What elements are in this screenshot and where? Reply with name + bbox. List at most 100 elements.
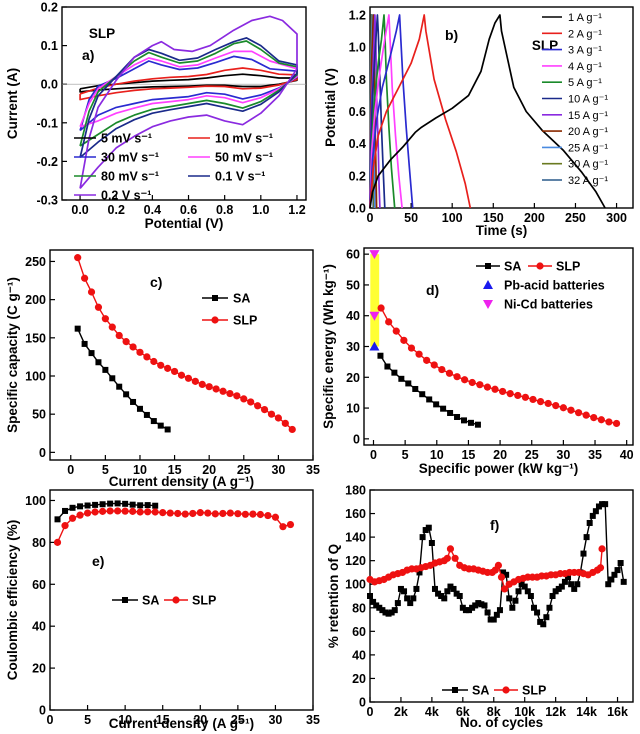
x-tick-label: 12k — [545, 705, 566, 719]
data-point — [373, 602, 380, 609]
data-point — [582, 411, 590, 419]
x-tick-label: 250 — [565, 211, 586, 225]
y-tick-label: 50 — [32, 408, 46, 422]
data-point — [144, 502, 151, 509]
x-tick-label: 0.8 — [216, 203, 233, 217]
data-point — [392, 327, 400, 335]
y-tick-label: 1.0 — [349, 41, 366, 55]
data-point — [589, 512, 596, 519]
data-point — [191, 377, 199, 385]
data-point — [241, 510, 249, 518]
data-point — [536, 397, 545, 406]
data-point — [413, 585, 420, 592]
data-point — [219, 387, 227, 395]
cv-curve — [79, 40, 298, 147]
series-line — [380, 307, 617, 425]
x-tick-label: 5 — [402, 448, 409, 462]
x-tick-label: 15 — [168, 463, 182, 477]
legend-label: SA — [233, 292, 250, 306]
panel-e: 0 5 10 15 20 25 30 35 0 20 40 60 80 100 e) SA SLP Current… — [5, 489, 320, 731]
x-tick-label: 0 — [367, 211, 374, 225]
data-point — [552, 588, 559, 595]
data-point — [462, 607, 469, 614]
data-point — [590, 414, 598, 422]
panel-label: c) — [150, 274, 162, 290]
data-point — [497, 573, 506, 581]
data-point — [483, 383, 492, 391]
data-point — [143, 353, 151, 361]
plot-frame — [61, 6, 307, 201]
legend-label: 0.1 V s⁻¹ — [215, 170, 265, 184]
x-tick-label: 25 — [237, 463, 251, 477]
data-point — [456, 593, 463, 599]
data-point — [107, 500, 114, 507]
x-tick-label: 0 — [67, 463, 74, 477]
data-point — [88, 350, 95, 357]
data-point — [198, 380, 206, 388]
data-point — [549, 593, 556, 599]
y-tick-label: 0.2 — [41, 1, 58, 15]
legend-label: SA — [472, 684, 489, 698]
gcd-curve — [369, 14, 403, 209]
data-point — [226, 509, 234, 517]
data-point — [81, 274, 89, 282]
data-point — [77, 503, 84, 510]
data-point — [94, 303, 103, 311]
data-point — [382, 609, 389, 616]
data-point — [166, 509, 174, 517]
legend-label: 10 A g⁻¹ — [568, 94, 608, 106]
data-point — [74, 325, 81, 332]
data-point — [459, 604, 466, 611]
data-point — [487, 616, 494, 623]
y-tick-label: 100 — [25, 370, 46, 384]
plot-frame — [49, 249, 314, 461]
data-point — [446, 545, 455, 553]
panel-label: a) — [82, 47, 94, 63]
data-point — [494, 561, 503, 569]
data-point — [377, 304, 385, 312]
data-point — [412, 385, 419, 392]
y-axis-label: Current (A) — [5, 68, 20, 139]
data-point — [605, 418, 613, 426]
data-point — [567, 406, 575, 414]
data-point — [499, 387, 507, 396]
data-point — [407, 344, 416, 352]
panel-b: 0 50 100 150 200 250 300 0.0 0.2 0.4 0.6 0.8 1.0 1.2 b… — [323, 6, 634, 238]
data-point — [196, 509, 204, 517]
data-point — [536, 262, 544, 270]
data-point — [391, 607, 398, 614]
y-tick-label: 0 — [359, 696, 366, 710]
chart-title: SLP — [89, 26, 115, 41]
data-point — [419, 534, 426, 541]
y-tick-label: 0.8 — [349, 73, 366, 87]
data-point — [212, 295, 218, 301]
data-point — [137, 502, 144, 509]
data-point — [468, 378, 476, 387]
data-point — [115, 331, 123, 340]
data-point — [264, 511, 272, 520]
data-point — [453, 373, 461, 381]
x-tick-label: 40 — [620, 448, 634, 462]
y-tick-label: 100 — [25, 494, 46, 508]
data-point — [410, 595, 417, 602]
data-point — [87, 288, 96, 296]
data-point — [101, 315, 109, 323]
data-point — [247, 398, 255, 406]
data-point — [108, 323, 116, 331]
data-point — [136, 508, 144, 516]
data-point — [597, 416, 605, 424]
data-point — [608, 576, 615, 583]
y-tick-label: 10 — [346, 402, 360, 416]
data-point — [502, 686, 510, 694]
cv-curve — [79, 15, 298, 189]
x-tick-label: 5 — [84, 713, 91, 727]
data-point — [534, 609, 541, 616]
gcd-curve — [369, 14, 606, 209]
x-tick-label: 6k — [456, 705, 470, 719]
data-point — [391, 369, 398, 376]
data-point — [441, 595, 448, 602]
y-tick-label: 160 — [345, 507, 366, 521]
y-tick-label: 140 — [345, 531, 366, 545]
x-tick-label: 35 — [306, 463, 320, 477]
